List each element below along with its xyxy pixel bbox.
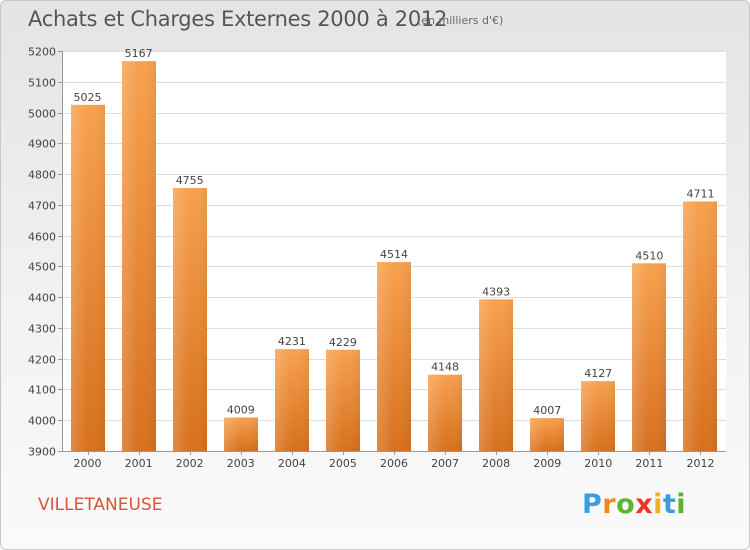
logo-letter: r [602,489,617,520]
bar-highlight [122,61,156,452]
y-tick-label: 4400 [28,292,56,305]
y-tick-label: 5100 [28,77,56,90]
bar-value-label: 5025 [74,91,102,104]
bar-highlight [479,299,513,451]
x-tick-label: 2001 [125,457,153,470]
x-tick-label: 2010 [584,457,612,470]
bar-value-label: 5167 [125,47,153,60]
x-tick-label: 2004 [278,457,306,470]
bar-value-label: 4755 [176,174,204,187]
y-tick-label: 5200 [28,46,56,59]
y-axis-ticks: 3900 4000 4100 4200 4300 4400 4500 4600 4700 4800… [28,46,62,459]
chart-title: Achats et Charges Externes 2000 à 2012 [28,7,448,31]
bar-highlight [632,263,666,451]
y-tick-label: 3900 [28,446,56,459]
bar-highlight [224,417,258,451]
bar-value-label: 4231 [278,335,306,348]
bar-highlight [275,349,309,451]
bar-value-label: 4393 [482,285,510,298]
x-tick-label: 2009 [533,457,561,470]
value-labels: 5025 5167 4755 4009 4231 4229 4514 4148 4393 4007… [74,47,715,417]
x-tick-label: 2006 [380,457,408,470]
y-tick-label: 4900 [28,138,56,151]
y-tick-label: 4000 [28,415,56,428]
bar-highlight [530,418,564,451]
y-tick-label: 4300 [28,323,56,336]
logo-letter: i [676,489,687,520]
bar-value-label: 4148 [431,361,459,374]
x-tick-label: 2007 [431,457,459,470]
bar-highlight [173,187,207,451]
x-tick-label: 2003 [227,457,255,470]
y-tick-label: 4200 [28,354,56,367]
x-tick-label: 2000 [74,457,102,470]
bar-highlight [581,381,615,451]
y-tick-label: 4700 [28,200,56,213]
y-tick-label: 4600 [28,231,56,244]
chart-subtitle: (en milliers d'€) [417,14,504,27]
bar-value-label: 4510 [635,249,663,262]
proxiti-logo[interactable]: Proxiti [582,489,686,520]
y-tick-label: 5000 [28,108,56,121]
bar-highlight [428,374,462,451]
x-tick-label: 2005 [329,457,357,470]
bar-highlight [377,262,411,451]
bar-highlight [326,349,360,451]
bar-highlight [683,201,717,451]
logo-letter: x [635,489,654,520]
bars [71,61,717,452]
bar-value-label: 4514 [380,248,408,261]
logo-letter: i [653,489,663,520]
x-tick-label: 2012 [686,457,714,470]
y-tick-label: 4500 [28,261,56,274]
x-axis-ticks: 2000 2001 2002 2003 2004 2005 2006 2007 2008 2009… [74,451,714,470]
x-tick-label: 2008 [482,457,510,470]
commune-name: VILLETANEUSE [38,495,163,515]
y-tick-label: 4800 [28,169,56,182]
x-tick-label: 2002 [176,457,204,470]
logo-letter: o [616,489,636,520]
bar-value-label: 4009 [227,403,255,416]
bar-value-label: 4229 [329,336,357,349]
bar-value-label: 4711 [686,187,714,200]
y-tick-label: 4100 [28,384,56,397]
bar-highlight [71,104,105,451]
x-tick-label: 2011 [635,457,663,470]
bar-value-label: 4007 [533,404,561,417]
bar-value-label: 4127 [584,367,612,380]
logo-letter: t [662,489,677,520]
logo-letter: P [582,489,603,520]
